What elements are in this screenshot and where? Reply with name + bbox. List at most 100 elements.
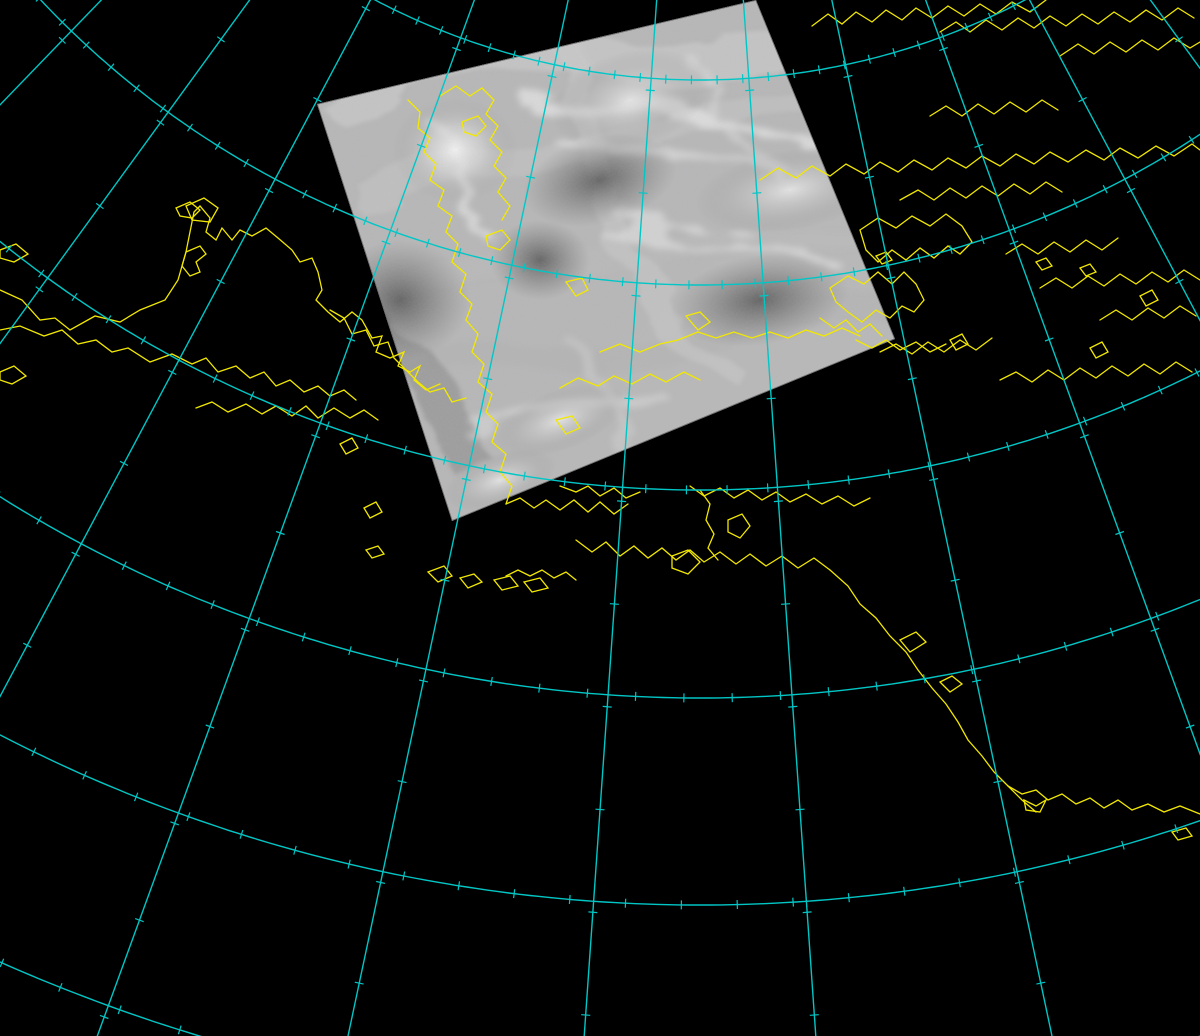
parallel-tick	[522, 263, 526, 273]
parallel-tick	[293, 845, 297, 855]
parallel-tick	[1006, 441, 1010, 451]
parallel-tick	[35, 0, 39, 2]
parallel-tick	[1157, 385, 1163, 395]
parallel-tick	[927, 461, 931, 471]
meridian-tick	[1115, 530, 1125, 536]
coastline-arc-isle-tiny-1	[1034, 257, 1054, 271]
coastline-lagoon-b	[485, 229, 511, 251]
parallel-tick	[562, 62, 566, 72]
parallel-tick	[121, 561, 127, 570]
coastline-arc-isle-tiny-3	[1078, 263, 1098, 277]
parallel-tick	[537, 56, 541, 66]
coastline-alaska-arc	[559, 371, 701, 389]
parallel-tick	[1010, 1, 1016, 11]
parallel-tick	[1188, 135, 1195, 144]
coastline-lagoon-a	[461, 115, 487, 137]
parallel-tick	[442, 668, 446, 678]
parallel-tick	[394, 228, 399, 237]
coastline-bc-isle	[1170, 827, 1194, 841]
meridian-tick	[809, 1014, 819, 1016]
meridian-tick	[939, 46, 948, 52]
parallel-tick	[210, 600, 215, 610]
meridian-tick	[907, 377, 917, 381]
coastline-siberia-inner	[0, 325, 357, 401]
meridian-tick	[843, 74, 853, 78]
parallel-tick	[159, 104, 167, 113]
coastline-siberia-edge-2	[0, 365, 28, 385]
parallel-tick	[767, 72, 770, 82]
meridian-tick	[483, 377, 493, 381]
parallel-1	[39, 0, 1200, 286]
meridian-tick	[1079, 434, 1089, 439]
parallel-tick	[301, 632, 306, 642]
meridian-6	[742, 0, 817, 1036]
meridian-tick	[381, 240, 391, 245]
parallel-tick	[239, 829, 244, 839]
parallel-tick	[792, 897, 794, 907]
parallel-tick	[923, 674, 926, 684]
parallel-tick	[402, 871, 406, 881]
parallel-tick	[867, 54, 871, 64]
meridian-tick	[1044, 337, 1054, 342]
parallel-tick	[741, 74, 744, 84]
meridian-tick	[275, 530, 285, 536]
parallel-tick	[817, 65, 821, 75]
parallel-tick	[36, 516, 42, 525]
parallel-tick	[71, 292, 78, 302]
parallel-tick	[586, 688, 589, 698]
coastline-chukchi-penn	[439, 85, 511, 221]
parallel-tick	[1131, 169, 1138, 179]
parallel-tick	[395, 658, 399, 668]
parallel-tick	[754, 278, 757, 288]
meridian-tick	[58, 36, 66, 44]
meridian-4	[347, 0, 569, 1036]
meridian-tick	[624, 397, 634, 400]
meridian-tick	[1014, 880, 1024, 884]
parallel-tick	[875, 681, 878, 691]
meridian-tick	[802, 911, 812, 914]
meridian-tick	[134, 918, 144, 923]
coastline-melville	[899, 181, 1063, 201]
coastline-arc-isle-tiny-2	[874, 251, 894, 265]
parallel-tick	[1067, 855, 1071, 865]
parallel-tick	[916, 40, 921, 50]
parallel-tick	[1044, 430, 1049, 439]
parallel-tick	[391, 5, 397, 14]
parallel-tick	[827, 687, 830, 697]
meridian-tick	[1036, 981, 1046, 985]
meridian-tick	[1175, 278, 1184, 285]
parallel-tick	[443, 455, 447, 465]
coastline-seward-peninsula	[505, 497, 629, 515]
parallel-tick	[249, 391, 255, 400]
parallel-tick	[513, 889, 516, 899]
parallel-tick	[1011, 224, 1017, 234]
parallel-tick	[364, 434, 369, 444]
coastline-aleutian-7	[363, 501, 383, 519]
coastline-siberia-north	[0, 205, 441, 391]
parallel-tick	[490, 256, 494, 266]
meridian-tick	[99, 1014, 109, 1020]
coastline-kodiak	[671, 549, 701, 575]
coastline-chukotka-south	[195, 401, 379, 421]
coastline-somerset	[1005, 237, 1119, 255]
coastline-keewatin	[999, 361, 1193, 383]
parallel-tick	[538, 683, 541, 693]
coastline-alaska-north	[599, 327, 861, 353]
parallel-tick	[966, 452, 971, 462]
meridian-tick	[759, 294, 769, 297]
coastline-prince-patrick	[929, 99, 1059, 117]
coastline-arc-isle-tiny-6	[1139, 289, 1159, 307]
meridian-tick	[1150, 627, 1160, 632]
meridian-3	[96, 0, 476, 1036]
parallel-tick	[214, 141, 221, 150]
parallel-tick	[58, 982, 63, 992]
parallel-tick	[987, 12, 993, 22]
meridian-tick	[631, 294, 641, 297]
parallel-tick	[38, 269, 45, 278]
parallel-tick	[31, 747, 37, 757]
meridian-tick	[886, 276, 896, 280]
coastline-kenai	[727, 513, 751, 539]
parallel-tick	[287, 406, 292, 416]
